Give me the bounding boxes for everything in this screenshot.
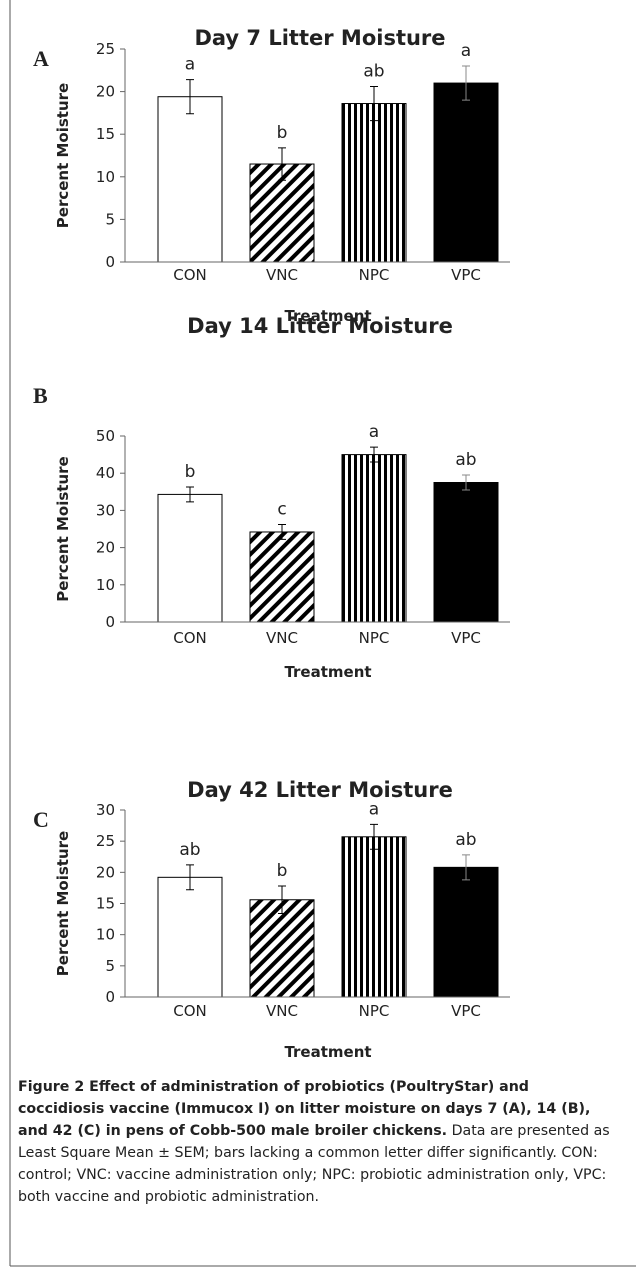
y-tick-label: 50: [96, 427, 115, 445]
error-bar: [462, 474, 470, 491]
error-bar: [462, 854, 470, 881]
significance-letter: b: [277, 123, 288, 143]
x-axis-label: Treatment: [284, 663, 371, 681]
y-tick-label: 20: [96, 539, 115, 557]
y-tick-label: 40: [96, 464, 115, 482]
chart-title: Day 42 Litter Moisture: [187, 778, 453, 802]
y-tick-label: 0: [105, 988, 115, 1006]
panel-label: C: [33, 807, 49, 832]
error-bar: [278, 524, 286, 540]
y-tick-label: 20: [96, 83, 115, 101]
bar: [433, 866, 499, 998]
caption-text: Data are presented as Least Square Mean …: [18, 1123, 610, 1205]
error-bar: [370, 446, 378, 463]
y-tick-label: 20: [96, 863, 115, 881]
bar: [341, 836, 407, 998]
bar: [249, 899, 315, 998]
x-tick-label: VPC: [451, 266, 481, 284]
y-tick-label: 15: [96, 125, 115, 143]
x-axis-label: Treatment: [284, 307, 371, 325]
y-tick-label: 10: [96, 926, 115, 944]
error-bar: [186, 79, 194, 115]
y-tick-label: 5: [105, 957, 115, 975]
chart-title: Day 14 Litter Moisture: [187, 314, 453, 338]
bar: [341, 103, 407, 263]
significance-letter: ab: [455, 450, 476, 470]
significance-letter: ab: [455, 830, 476, 850]
significance-letter: b: [277, 861, 288, 881]
x-tick-label: NPC: [359, 629, 390, 647]
caption: Figure 2 Effect of administration of pro…: [18, 1076, 614, 1208]
bar: [341, 454, 407, 623]
significance-letter: a: [369, 422, 379, 442]
y-tick-label: 30: [96, 501, 115, 519]
y-tick-label: 5: [105, 210, 115, 228]
y-tick-label: 15: [96, 895, 115, 913]
y-axis-label: Percent Moisture: [54, 83, 72, 228]
error-bar: [186, 864, 194, 891]
x-tick-label: NPC: [359, 1002, 390, 1020]
significance-letter: a: [185, 55, 195, 75]
chart-title: Day 7 Litter Moisture: [194, 26, 445, 50]
bar: [433, 482, 499, 623]
error-bar: [186, 486, 194, 503]
y-tick-label: 0: [105, 253, 115, 271]
x-tick-label: VPC: [451, 629, 481, 647]
y-tick-label: 30: [96, 801, 115, 819]
bar: [157, 876, 223, 998]
panel-label: B: [33, 383, 48, 408]
x-axis-label: Treatment: [284, 1043, 371, 1061]
error-bar: [462, 65, 470, 101]
significance-letter: ab: [363, 61, 384, 81]
y-axis-label: Percent Moisture: [54, 456, 72, 601]
x-tick-label: NPC: [359, 266, 390, 284]
x-tick-label: VNC: [266, 629, 298, 647]
x-tick-label: VNC: [266, 1002, 298, 1020]
bar: [157, 96, 223, 263]
y-tick-label: 10: [96, 168, 115, 186]
y-tick-label: 25: [96, 40, 115, 58]
bar: [433, 82, 499, 263]
significance-letter: a: [369, 799, 379, 819]
panel-label: A: [33, 46, 49, 71]
x-tick-label: CON: [173, 629, 207, 647]
error-bar: [370, 823, 378, 850]
bar: [249, 531, 315, 623]
significance-letter: a: [461, 41, 471, 61]
x-tick-label: VNC: [266, 266, 298, 284]
y-axis-label: Percent Moisture: [54, 831, 72, 976]
y-tick-label: 0: [105, 613, 115, 631]
significance-letter: c: [277, 500, 286, 520]
x-tick-label: VPC: [451, 1002, 481, 1020]
y-tick-label: 10: [96, 576, 115, 594]
y-tick-label: 25: [96, 832, 115, 850]
caption-title: Figure 2 Effect of administration of pro…: [18, 1079, 591, 1139]
error-bar: [278, 885, 286, 914]
significance-letter: b: [185, 462, 196, 482]
error-bar: [370, 85, 378, 122]
bar: [157, 493, 223, 623]
error-bar: [278, 147, 286, 181]
x-tick-label: CON: [173, 1002, 207, 1020]
significance-letter: ab: [179, 840, 200, 860]
x-tick-label: CON: [173, 266, 207, 284]
